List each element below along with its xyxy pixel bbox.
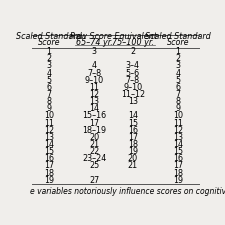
Text: 23–24: 23–24 [82,154,106,163]
Text: 13: 13 [44,133,54,142]
Text: 11: 11 [173,119,183,128]
Text: Raw Score Equivalent: Raw Score Equivalent [70,32,157,41]
Text: Scaled Standard: Scaled Standard [16,32,82,41]
Text: 7: 7 [47,90,52,99]
Text: 13: 13 [128,97,138,106]
Text: 20: 20 [128,154,138,163]
Text: 12: 12 [89,90,99,99]
Text: 75–100 yr.: 75–100 yr. [112,38,154,47]
Text: 19: 19 [128,147,138,156]
Text: 11–12: 11–12 [121,90,145,99]
Text: 17: 17 [44,162,54,171]
Text: 16: 16 [128,126,138,135]
Text: 13: 13 [173,133,183,142]
Text: 1: 1 [176,47,181,56]
Text: 9: 9 [176,104,181,113]
Text: 9: 9 [47,104,52,113]
Text: Score: Score [167,38,189,47]
Text: 18: 18 [128,140,138,149]
Text: 11: 11 [44,119,54,128]
Text: 4: 4 [47,69,52,78]
Text: 2: 2 [47,54,52,63]
Text: 16: 16 [173,154,183,163]
Text: 1: 1 [47,47,52,56]
Text: 12: 12 [173,126,183,135]
Text: 20: 20 [89,133,99,142]
Text: 15–16: 15–16 [82,111,106,120]
Text: 17: 17 [128,133,138,142]
Text: 3: 3 [176,61,181,70]
Text: 15: 15 [128,119,138,128]
Text: 17: 17 [173,162,183,171]
Text: 14: 14 [89,104,99,113]
Text: 11: 11 [89,83,99,92]
Text: 3: 3 [92,47,97,56]
Text: 7–8: 7–8 [87,69,101,78]
Text: 8: 8 [176,97,181,106]
Text: 10: 10 [173,111,183,120]
Text: 3: 3 [47,61,52,70]
Text: 3–4: 3–4 [126,61,140,70]
Text: 13: 13 [89,97,99,106]
Text: 7–8: 7–8 [126,76,140,85]
Text: 5: 5 [47,76,52,85]
Text: 9–10: 9–10 [123,83,142,92]
Text: 5: 5 [176,76,181,85]
Text: 7: 7 [176,90,181,99]
Text: 18–19: 18–19 [82,126,106,135]
Text: 17: 17 [89,119,99,128]
Text: 22: 22 [89,147,99,156]
Text: 14: 14 [44,140,54,149]
Text: 14: 14 [173,140,183,149]
Text: 15: 15 [173,147,183,156]
Text: e variables notoriously influence scores on cognitive te: e variables notoriously influence scores… [30,187,225,196]
Text: 25: 25 [89,162,99,171]
Text: 2: 2 [130,47,135,56]
Text: 21: 21 [89,140,99,149]
Text: 18: 18 [44,169,54,178]
Text: 19: 19 [173,176,183,185]
Text: 4: 4 [92,61,97,70]
Text: 10: 10 [44,111,54,120]
Text: 6: 6 [47,83,52,92]
Text: 18: 18 [173,169,183,178]
Text: 27: 27 [89,176,99,185]
Text: 65–74 yr.: 65–74 yr. [76,38,113,47]
Text: Score: Score [38,38,60,47]
Text: 5–6: 5–6 [126,69,140,78]
Text: 15: 15 [44,147,54,156]
Text: 6: 6 [176,83,181,92]
Text: 16: 16 [44,154,54,163]
Text: 4: 4 [176,69,181,78]
Text: 14: 14 [128,111,138,120]
Text: 12: 12 [44,126,54,135]
Text: Scaled Standard: Scaled Standard [145,32,211,41]
Text: 8: 8 [47,97,52,106]
Text: 9–10: 9–10 [85,76,104,85]
Text: 21: 21 [128,162,138,171]
Text: 2: 2 [176,54,181,63]
Text: 19: 19 [44,176,54,185]
